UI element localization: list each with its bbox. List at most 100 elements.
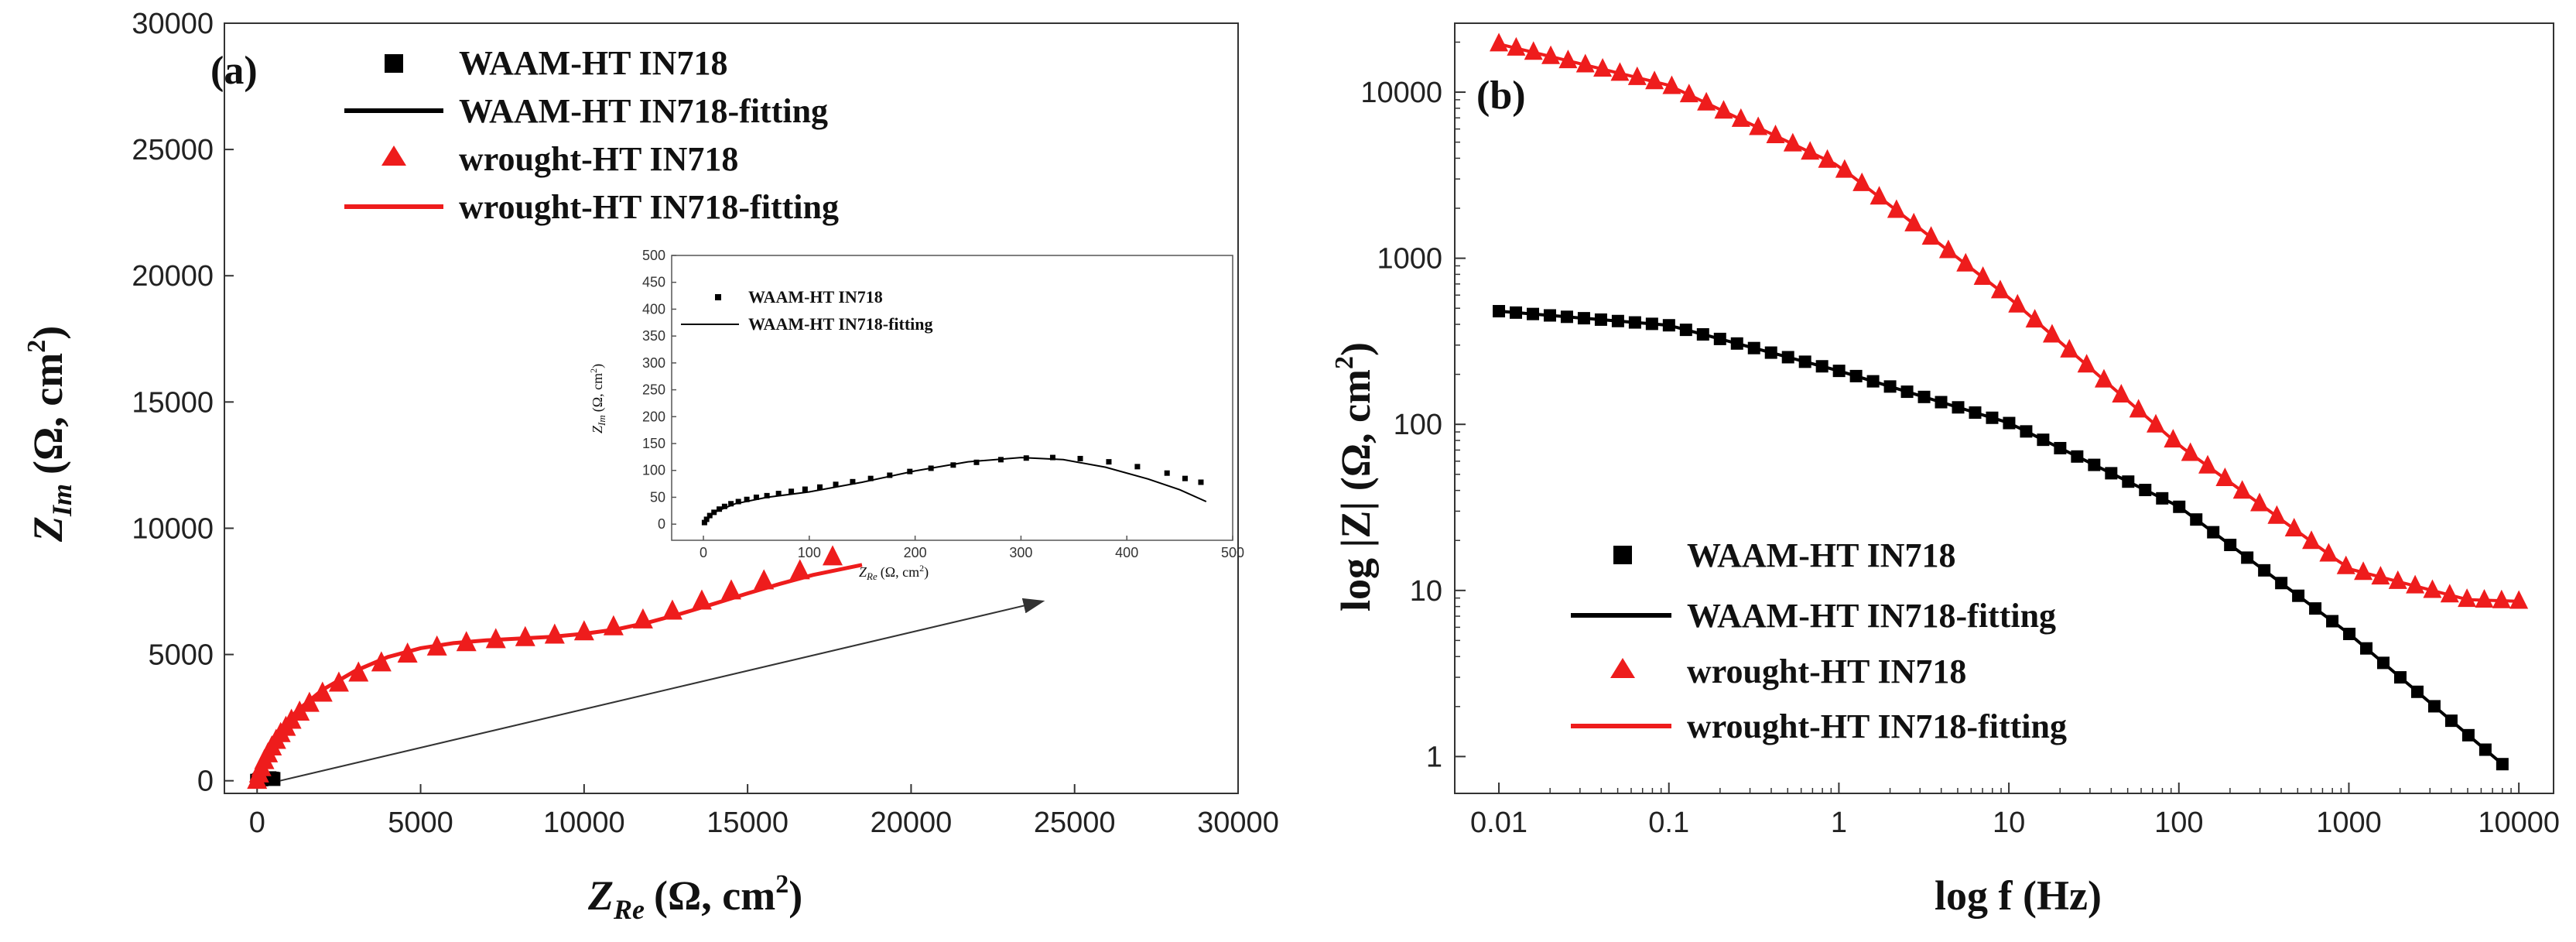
inset-data-point — [1023, 455, 1029, 461]
data-point-waam — [2377, 656, 2390, 670]
data-point-waam — [2190, 513, 2203, 526]
data-point-wrought — [1990, 279, 2010, 299]
inset-legend-entry-waam-fitting: WAAM-HT IN718-fitting — [748, 314, 933, 334]
data-point-waam — [1611, 314, 1624, 327]
inset-legend-entry-waam: WAAM-HT IN718 — [748, 287, 883, 307]
data-point-waam — [1986, 411, 1999, 424]
data-point-waam — [1883, 380, 1897, 393]
inset-data-point — [775, 491, 782, 497]
inset-data-point — [717, 506, 723, 512]
x-label-close: ) — [789, 872, 802, 919]
data-point-wrought — [1697, 91, 1716, 111]
inset-y-axis-label: ZIm (Ω, cm2) — [588, 364, 607, 433]
y-tick-label: 100 — [1394, 409, 1442, 441]
inset-data-point — [789, 488, 795, 495]
inset-x-tick-label: 100 — [798, 545, 821, 560]
panel-b-y-ticks: 1 10 100 1000 10000 — [1360, 41, 1466, 773]
inset-legend-marker-square — [715, 294, 721, 300]
series-line-waam-ht-in718-fitting — [1498, 310, 2504, 766]
data-point-wrought — [312, 681, 333, 702]
inset-x-tick-label: 300 — [1009, 545, 1032, 560]
data-point-waam — [1849, 369, 1863, 382]
legend-entry-wrought: wrought-HT IN718 — [1687, 653, 1966, 690]
y-tick-label: 15000 — [132, 386, 214, 419]
inset-data-point — [887, 472, 893, 478]
x-tick-label: 1 — [1831, 807, 1847, 839]
panel-b-label: (b) — [1476, 74, 1526, 118]
data-point-wrought — [1507, 36, 1526, 56]
data-point-wrought — [1524, 41, 1543, 60]
panel-b-legend: WAAM-HT IN718 WAAM-HT IN718-fitting wrou… — [1571, 536, 2067, 745]
inset-y-label-symbol: Z — [590, 425, 605, 433]
data-point-waam — [1747, 341, 1760, 355]
data-point-waam — [2207, 526, 2220, 539]
inset-data-point — [928, 465, 934, 471]
data-point-wrought — [1801, 141, 1820, 160]
inset-x-tick-label: 0 — [700, 545, 707, 560]
data-point-wrought — [1575, 53, 1595, 73]
data-point-waam — [2326, 615, 2339, 628]
inset-data-point — [950, 462, 956, 468]
inset-y-label-close: ) — [590, 364, 606, 368]
data-point-wrought — [2164, 429, 2183, 448]
inset-data-point — [1182, 475, 1188, 481]
data-point-wrought — [2077, 354, 2096, 373]
data-point-waam — [1781, 351, 1794, 364]
data-point-wrought — [1956, 252, 1976, 272]
data-point-wrought — [1645, 70, 1664, 90]
panel-a-zoom-arrow — [279, 598, 1045, 782]
x-tick-label: 15000 — [706, 807, 789, 839]
data-point-wrought — [2232, 480, 2252, 499]
data-point-waam — [2173, 500, 2186, 513]
data-point-waam — [2393, 671, 2407, 684]
data-point-waam — [2292, 589, 2305, 602]
data-point-waam — [1628, 316, 1641, 329]
data-point-wrought — [2129, 399, 2148, 418]
y-tick-label: 30000 — [132, 8, 214, 40]
data-point-wrought — [632, 608, 653, 629]
inset-y-tick-label: 400 — [642, 301, 665, 317]
legend-entry-wrought-fitting: wrought-HT IN718-fitting — [1687, 707, 2067, 745]
inset-data-point — [728, 501, 734, 507]
x-tick-label: 10 — [1993, 807, 2025, 839]
y-label-superscript: 2 — [1330, 356, 1359, 369]
inset-data-point — [1049, 454, 1055, 461]
data-point-wrought — [1558, 50, 1578, 69]
data-point-wrought — [2475, 589, 2494, 608]
data-point-wrought — [485, 628, 506, 649]
data-point-wrought — [2492, 589, 2511, 608]
data-point-waam — [2444, 714, 2458, 728]
data-point-waam — [1917, 390, 1931, 403]
data-point-wrought — [1541, 45, 1561, 64]
data-point-wrought — [721, 579, 741, 600]
inset-data-point — [744, 496, 750, 502]
inset-data-point — [802, 486, 808, 492]
inset-x-axis-label: ZRe (Ω, cm2) — [859, 563, 929, 582]
data-point-wrought — [2025, 309, 2044, 328]
x-label-symbol: Z — [587, 872, 614, 919]
data-point-waam — [1493, 305, 1506, 318]
y-tick-label: 1000 — [1377, 243, 1442, 276]
data-point-wrought — [289, 701, 310, 721]
data-point-waam — [2343, 628, 2356, 641]
data-point-wrought — [2388, 570, 2407, 589]
data-point-waam — [2105, 467, 2118, 480]
data-point-wrought — [2371, 566, 2390, 585]
data-point-waam — [1560, 310, 1573, 324]
inset-data-point — [1077, 455, 1083, 461]
inset-data-point — [753, 494, 759, 500]
data-point-waam — [1952, 401, 1965, 414]
inset-x-label-close: ) — [924, 564, 929, 581]
inset-data-point — [764, 492, 770, 498]
y-tick-label: 10 — [1410, 575, 1442, 608]
data-point-wrought — [1870, 186, 1889, 205]
x-tick-label: 100 — [2154, 807, 2203, 839]
y-tick-label: 10000 — [132, 512, 214, 545]
data-point-wrought — [1766, 125, 1785, 144]
data-point-waam — [2479, 743, 2492, 756]
data-point-waam — [1935, 396, 1948, 409]
inset-y-ticks: 0 50 100 150 200 250 300 350 400 450 500 — [642, 248, 676, 532]
x-tick-label: 25000 — [1034, 807, 1116, 839]
inset-data-point — [706, 512, 713, 519]
data-point-wrought — [2215, 467, 2235, 486]
